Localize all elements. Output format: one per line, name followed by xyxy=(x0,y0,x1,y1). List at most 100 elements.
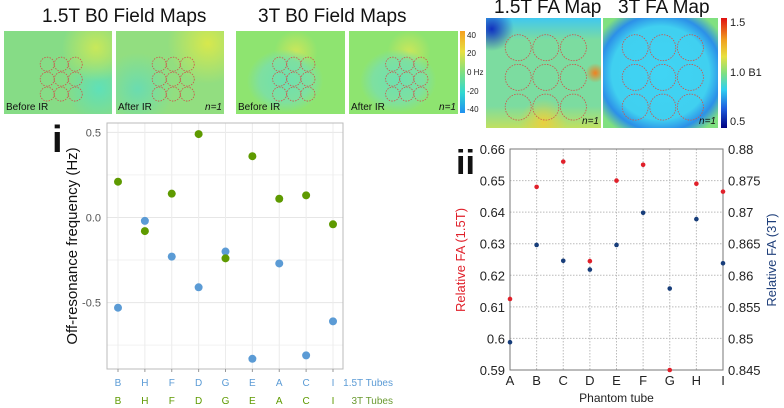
fa-colorbar xyxy=(721,18,727,128)
panel-label: ii xyxy=(456,144,475,182)
x-tick-label: B xyxy=(532,373,541,388)
roi-circle xyxy=(677,93,704,121)
b0-map-3t-after: After IR n=1 xyxy=(349,31,458,114)
data-point xyxy=(640,162,646,168)
data-point xyxy=(560,258,566,264)
x-tick-label-3t: C xyxy=(303,396,310,407)
x-tick-label-15t: E xyxy=(249,378,256,389)
b0-3t-title: 3T B0 Field Maps xyxy=(258,6,407,27)
data-point xyxy=(114,303,122,312)
b0-map-15t-before: Before IR xyxy=(4,31,112,114)
x-tick-label-15t: I xyxy=(332,378,335,389)
roi-circle xyxy=(532,64,560,91)
b0-colorbar-tick: 40 xyxy=(467,31,476,40)
x-tick-label-3t: I xyxy=(332,396,335,407)
roi-circle xyxy=(621,34,649,62)
data-point xyxy=(221,254,230,263)
roi-circle xyxy=(67,86,83,102)
roi-circle xyxy=(151,86,167,102)
roi-circle xyxy=(385,86,400,102)
b0-colorbar-tick: -20 xyxy=(467,87,479,96)
roi-circle xyxy=(560,64,587,91)
y-tick-label: -0.5 xyxy=(82,298,101,310)
n-label: n=1 xyxy=(205,102,222,113)
row-label-3t: 3T Tubes xyxy=(351,396,393,407)
x-tick-label: F xyxy=(639,373,647,388)
fa-15t-title: 1.5T FA Map xyxy=(494,0,602,18)
roi-circle xyxy=(67,56,83,72)
data-point xyxy=(194,283,203,292)
roi-circle xyxy=(399,71,415,87)
left-y-tick-label: 0.59 xyxy=(480,363,505,378)
right-y-tick-label: 0.865 xyxy=(728,237,761,252)
plot-frame xyxy=(509,148,724,371)
right-y-tick-label: 0.875 xyxy=(728,174,761,189)
roi-circle xyxy=(649,64,677,91)
roi-circle xyxy=(399,86,415,102)
left-y-tick-label: 0.62 xyxy=(480,268,505,283)
b0-colorbar-tick: -40 xyxy=(467,105,479,114)
data-point xyxy=(167,189,176,198)
b0-15t-title: 1.5T B0 Field Maps xyxy=(42,6,207,27)
data-point xyxy=(507,339,513,345)
roi-circle xyxy=(677,64,704,91)
roi-circle xyxy=(272,71,287,87)
data-point xyxy=(302,351,311,360)
fa-3t-title: 3T FA Map xyxy=(618,0,710,18)
roi-circle xyxy=(621,93,649,121)
roi-circle xyxy=(560,93,587,121)
data-point xyxy=(329,317,337,326)
data-point xyxy=(720,260,726,266)
x-tick-label-15t: F xyxy=(169,378,175,389)
data-point xyxy=(140,216,149,225)
roi-circle xyxy=(560,34,587,62)
fa-colorbar-tick: 1.5 xyxy=(730,17,746,29)
right-y-tick-label: 0.855 xyxy=(728,300,761,315)
data-point xyxy=(302,191,311,200)
relative-fa-chart: 0.66 0.88 0.65 0.875 0.64 0.87 0.63 0.865 0.62 0.… xyxy=(453,142,779,405)
data-point xyxy=(560,159,566,164)
n-label: n=1 xyxy=(582,116,599,127)
roi-circle xyxy=(649,34,677,62)
y-tick-label: 0.5 xyxy=(86,127,101,139)
data-point xyxy=(221,247,230,256)
roi-circle xyxy=(165,56,181,72)
roi-circle xyxy=(286,86,302,102)
after-ir-label: After IR xyxy=(118,102,152,113)
b0-colorbar xyxy=(460,31,465,113)
roi-circle xyxy=(151,56,167,72)
x-tick-label-15t: H xyxy=(141,378,148,389)
fa-colorbar-tick: 1.0 B1 xyxy=(730,67,762,79)
roi-circle xyxy=(504,93,532,121)
x-tick-label: I xyxy=(721,373,725,388)
x-tick-label: E xyxy=(612,373,621,388)
fa-map-3t: n=1 xyxy=(603,18,718,128)
roi-circle xyxy=(532,93,560,121)
roi-circle xyxy=(300,86,316,102)
n-label: n=1 xyxy=(439,102,456,113)
data-point xyxy=(329,220,337,229)
right-y-tick-label: 0.88 xyxy=(728,142,753,157)
data-point xyxy=(140,227,149,236)
data-point xyxy=(587,267,593,272)
x-tick-label: H xyxy=(692,373,701,388)
x-tick-label: D xyxy=(585,373,594,388)
right-y-tick-label: 0.85 xyxy=(728,331,753,346)
y-axis-label: Off-resonance frequency (Hz) xyxy=(64,147,81,344)
data-point xyxy=(694,181,699,187)
data-point xyxy=(534,242,539,248)
roi-circle xyxy=(165,86,181,102)
left-y-tick-label: 0.65 xyxy=(480,174,505,189)
data-point xyxy=(614,242,619,248)
data-point xyxy=(507,296,513,302)
x-tick-label-3t: A xyxy=(276,396,283,407)
left-y-axis-label: Relative FA (1.5T) xyxy=(453,208,468,312)
panel-label: i xyxy=(52,119,63,161)
x-tick-label-3t: H xyxy=(141,396,148,407)
roi-circle xyxy=(39,56,55,72)
after-ir-label: After IR xyxy=(351,102,385,113)
b0-map-15t-after: After IR n=1 xyxy=(116,31,224,114)
right-y-tick-label: 0.86 xyxy=(728,268,753,283)
x-tick-label: C xyxy=(559,373,568,388)
n-label: n=1 xyxy=(699,116,716,127)
